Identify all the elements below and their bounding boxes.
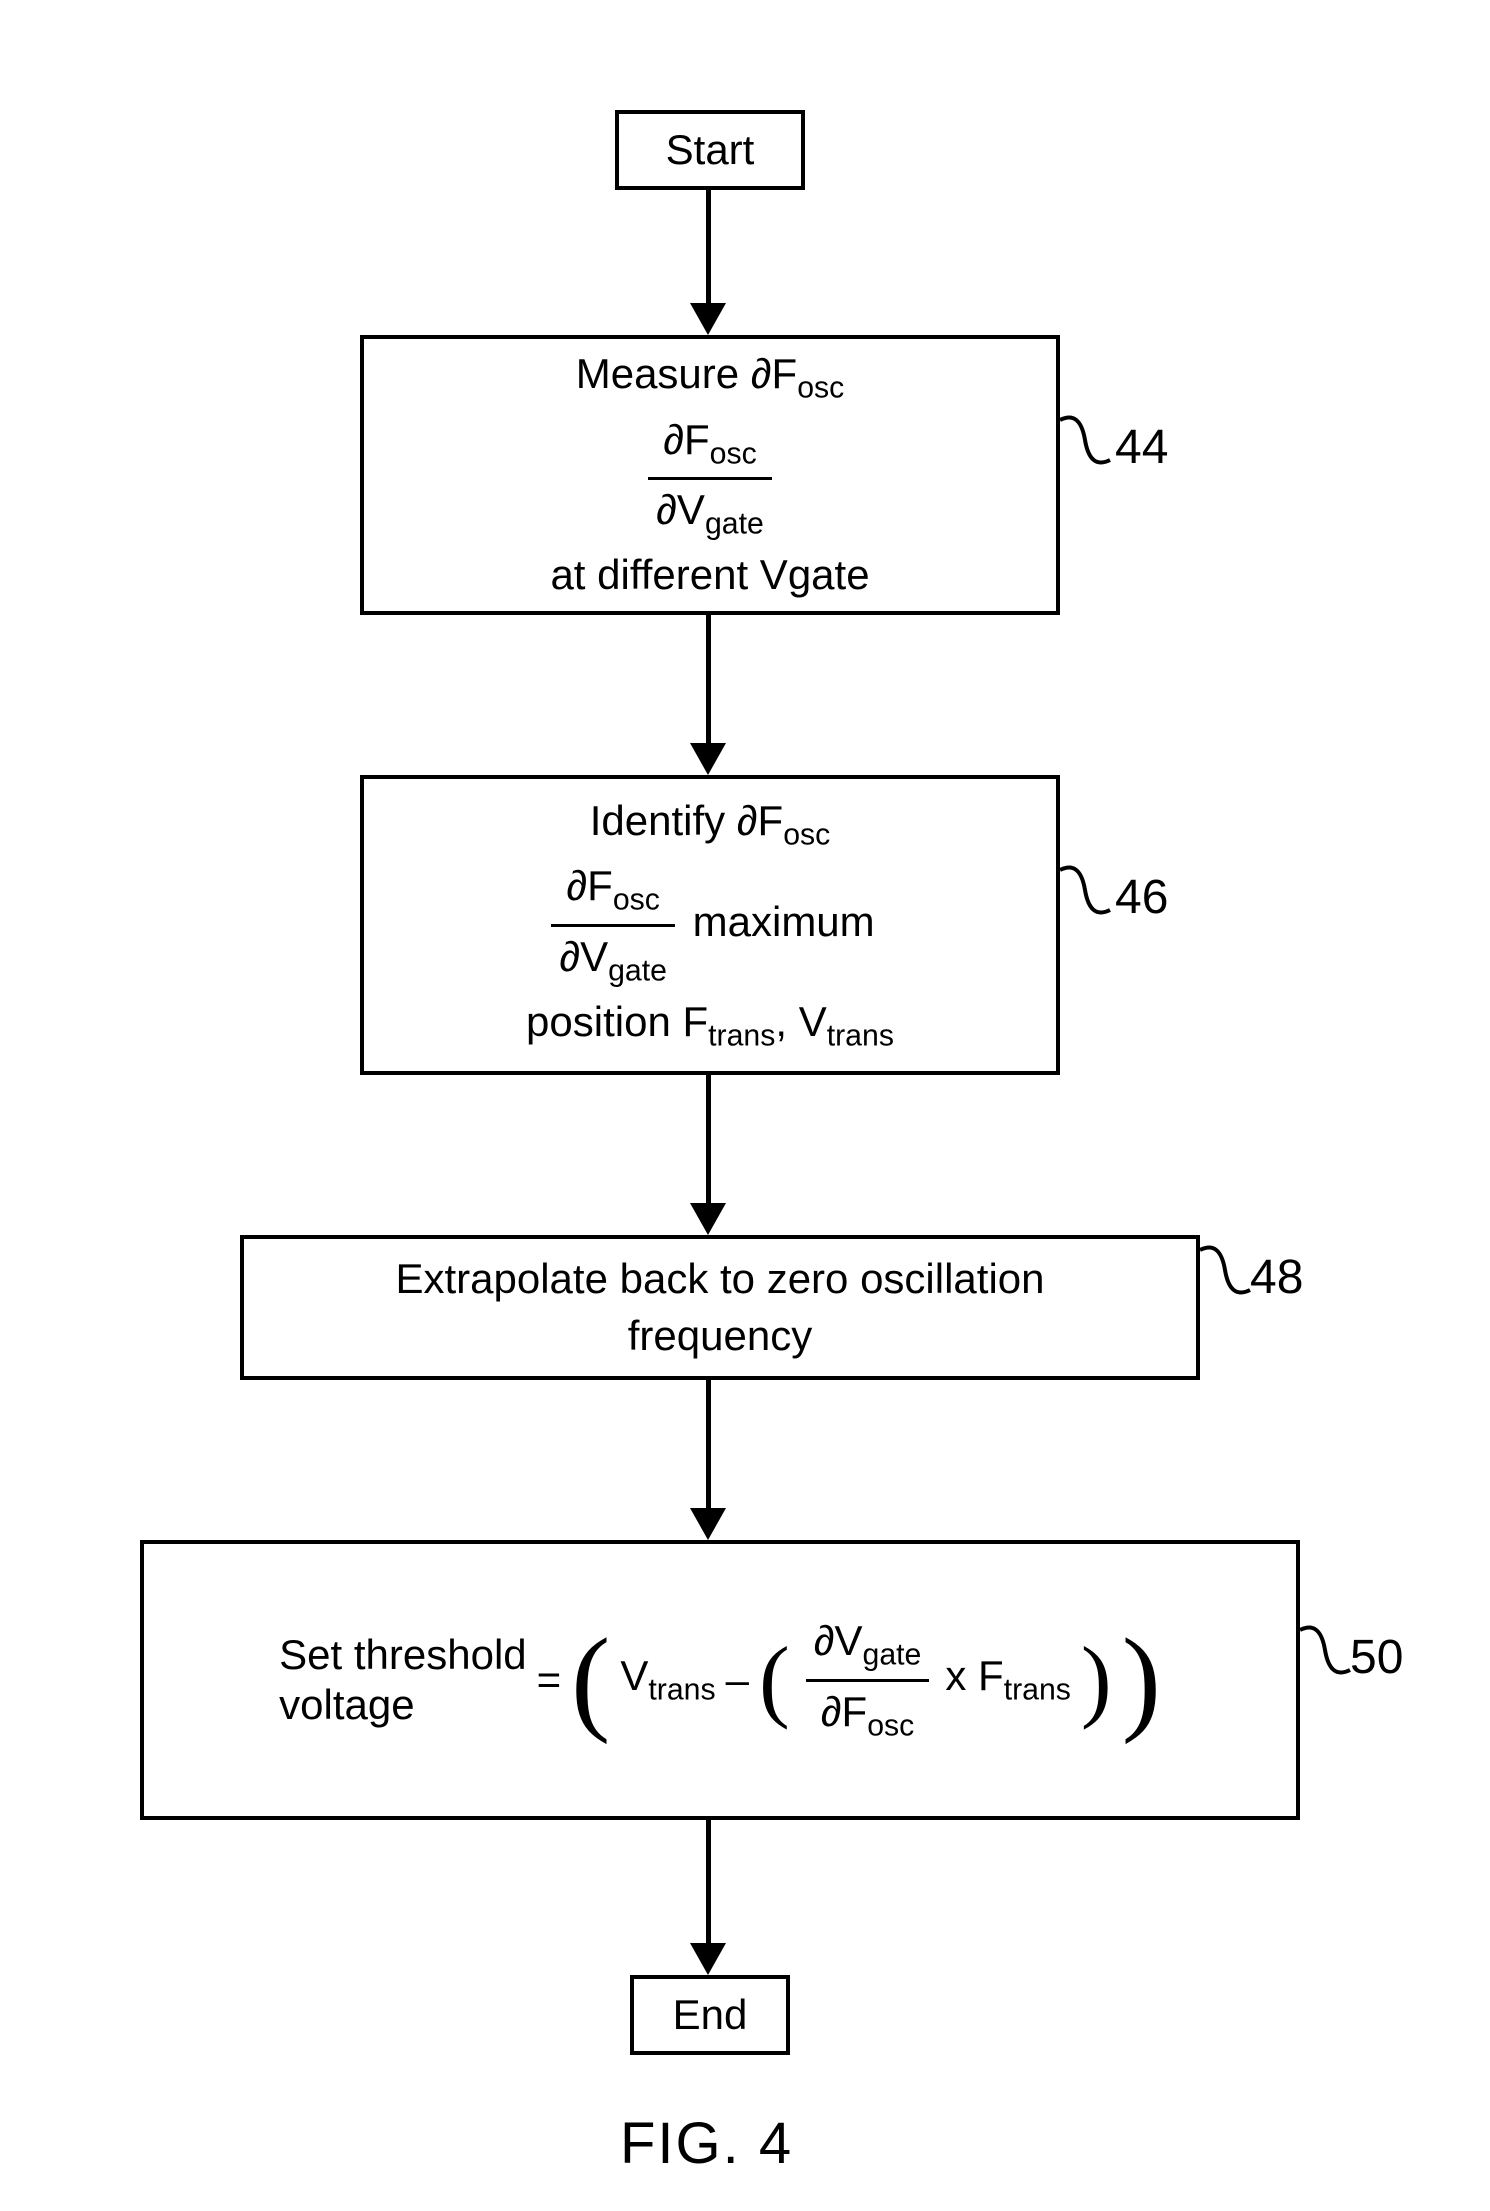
vtrans-a: V [620, 1652, 648, 1699]
identify-after-frac: maximum [681, 898, 875, 945]
paren-outer-r: ) [1122, 1633, 1161, 1727]
ref-50: 50 [1350, 1630, 1403, 1685]
ref-curve-46 [1060, 860, 1115, 930]
measure-line1-sub: osc [797, 372, 844, 405]
vtrans-sub: trans [648, 1674, 715, 1707]
th-frac-den: ∂F [821, 1688, 867, 1735]
arrowhead-5 [690, 1943, 726, 1975]
ref-48: 48 [1250, 1250, 1303, 1305]
threshold-fraction: ∂Vgate ∂Fosc [806, 1613, 930, 1746]
edge-measure-identify [706, 615, 711, 743]
edge-threshold-end [706, 1820, 711, 1943]
extrapolate-line1: Extrapolate back to zero oscillation [395, 1251, 1044, 1308]
figure-caption: FIG. 4 [620, 2110, 793, 2177]
times-sub: trans [1004, 1674, 1071, 1707]
identify-fraction: ∂Fosc ∂Vgate [551, 858, 675, 991]
identify-line3-mid: , V [775, 998, 826, 1045]
measure-line1: Measure ∂F [576, 350, 797, 397]
identify-frac-num: ∂F [566, 862, 612, 909]
ref-curve-50 [1300, 1620, 1355, 1690]
threshold-lead1: Set threshold [279, 1630, 527, 1680]
identify-line3-sub2: trans [827, 1019, 894, 1052]
threshold-lead2: voltage [279, 1680, 527, 1730]
start-label: Start [666, 126, 755, 174]
extrapolate-node: Extrapolate back to zero oscillation fre… [240, 1235, 1200, 1380]
times-a: x F [945, 1652, 1003, 1699]
measure-content: Measure ∂Fosc ∂Fosc ∂Vgate at different … [550, 346, 869, 603]
th-frac-num-sub: gate [863, 1639, 922, 1672]
measure-frac-den-sub: gate [705, 507, 764, 540]
extrapolate-line2: frequency [395, 1308, 1044, 1365]
identify-frac-den-sub: gate [608, 954, 667, 987]
measure-line3: at different Vgate [550, 551, 869, 598]
identify-line3-sub1: trans [708, 1019, 775, 1052]
flowchart-container: Start Measure ∂Fosc ∂Fosc ∂Vgate at diff… [0, 0, 1490, 2211]
edge-identify-extrapolate [706, 1075, 711, 1203]
measure-frac-den: ∂V [656, 486, 705, 533]
th-frac-num: ∂V [814, 1617, 863, 1664]
identify-frac-den: ∂V [559, 933, 608, 980]
threshold-lead: Set threshold voltage [279, 1630, 527, 1731]
threshold-eq-sign: = [537, 1652, 562, 1709]
identify-content: Identify ∂Fosc ∂Fosc ∂Vgate maximum posi… [526, 793, 894, 1057]
end-node: End [630, 1975, 790, 2055]
paren-inner-l: ( [759, 1643, 790, 1717]
ref-curve-44 [1060, 410, 1115, 480]
ref-46: 46 [1115, 870, 1168, 925]
threshold-node: Set threshold voltage = ( Vtrans – ( ∂Vg… [140, 1540, 1300, 1820]
start-node: Start [615, 110, 805, 190]
threshold-times: x Ftrans [945, 1648, 1071, 1711]
measure-node: Measure ∂Fosc ∂Fosc ∂Vgate at different … [360, 335, 1060, 615]
extrapolate-content: Extrapolate back to zero oscillation fre… [395, 1251, 1044, 1364]
ref-44: 44 [1115, 420, 1168, 475]
paren-outer-l: ( [571, 1633, 610, 1727]
end-label: End [673, 1991, 748, 2039]
threshold-content: Set threshold voltage = ( Vtrans – ( ∂Vg… [156, 1613, 1284, 1746]
arrowhead-1 [690, 303, 726, 335]
identify-node: Identify ∂Fosc ∂Fosc ∂Vgate maximum posi… [360, 775, 1060, 1075]
paren-inner-r: ) [1081, 1643, 1112, 1717]
threshold-vtrans: Vtrans [620, 1648, 715, 1711]
th-frac-den-sub: osc [867, 1709, 914, 1742]
measure-fraction: ∂Fosc ∂Vgate [648, 412, 772, 545]
arrowhead-4 [690, 1508, 726, 1540]
identify-line3-a: position F [526, 998, 708, 1045]
measure-frac-num: ∂F [663, 416, 709, 463]
identify-frac-num-sub: osc [613, 884, 660, 917]
identify-line1-sub: osc [783, 818, 830, 851]
ref-curve-48 [1200, 1240, 1255, 1310]
edge-start-measure [706, 190, 711, 303]
arrowhead-2 [690, 743, 726, 775]
threshold-minus: – [726, 1652, 749, 1709]
identify-line1: Identify ∂F [590, 797, 784, 844]
measure-frac-num-sub: osc [710, 437, 757, 470]
arrowhead-3 [690, 1203, 726, 1235]
edge-extrapolate-threshold [706, 1380, 711, 1508]
